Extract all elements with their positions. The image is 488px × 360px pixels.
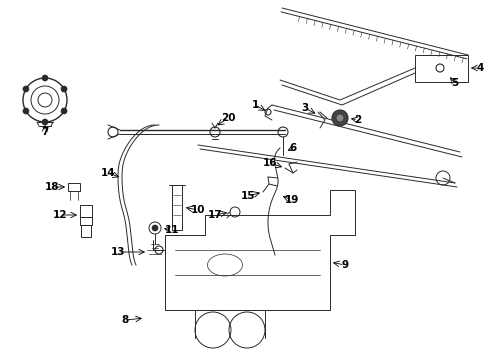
Text: 4: 4 <box>475 63 483 73</box>
Circle shape <box>42 75 48 81</box>
Circle shape <box>23 86 29 92</box>
Bar <box>81 225 91 237</box>
Text: 7: 7 <box>41 127 49 137</box>
Circle shape <box>152 225 158 231</box>
Text: 1: 1 <box>251 100 258 110</box>
Text: 8: 8 <box>121 315 128 325</box>
Circle shape <box>335 114 343 122</box>
Text: 10: 10 <box>190 205 205 215</box>
Text: 14: 14 <box>101 168 115 178</box>
Bar <box>80 205 92 217</box>
Bar <box>68 183 80 191</box>
Circle shape <box>61 108 67 114</box>
Text: 6: 6 <box>289 143 296 153</box>
Text: 19: 19 <box>284 195 299 205</box>
Text: 20: 20 <box>220 113 235 123</box>
Text: 2: 2 <box>354 115 361 125</box>
Text: 15: 15 <box>240 191 255 201</box>
Text: 17: 17 <box>207 210 222 220</box>
Text: 12: 12 <box>53 210 67 220</box>
Text: 5: 5 <box>450 78 458 88</box>
Bar <box>172 185 182 230</box>
Bar <box>80 217 92 225</box>
Text: 3: 3 <box>301 103 308 113</box>
Text: 13: 13 <box>110 247 125 257</box>
Circle shape <box>61 86 67 92</box>
Text: 11: 11 <box>164 225 179 235</box>
Circle shape <box>42 119 48 125</box>
Circle shape <box>331 110 347 126</box>
Circle shape <box>23 108 29 114</box>
Text: 9: 9 <box>341 260 348 270</box>
Text: 18: 18 <box>45 182 59 192</box>
Text: 16: 16 <box>262 158 277 168</box>
